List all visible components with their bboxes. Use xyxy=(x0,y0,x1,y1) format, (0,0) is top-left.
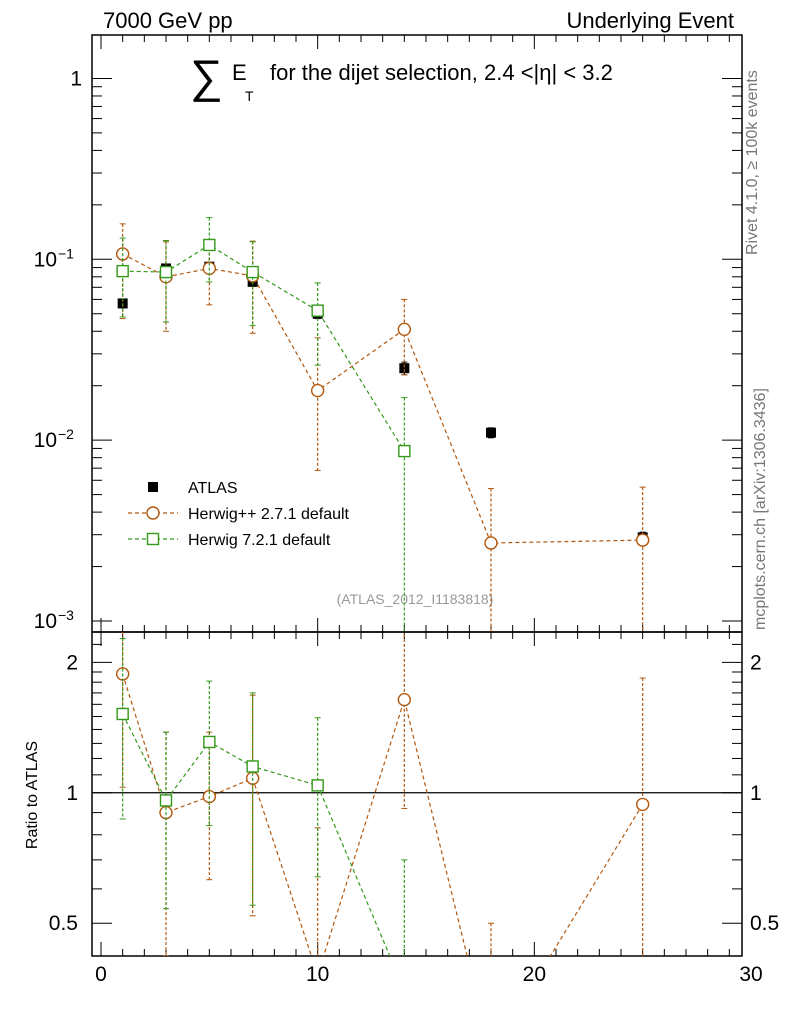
ratio-tick-label: 1 xyxy=(66,782,78,805)
herwigpp-line xyxy=(122,253,643,544)
y-tick-exponent: −1 xyxy=(58,245,74,261)
herwig7-point xyxy=(311,304,324,317)
y-tick-label: 10 xyxy=(34,429,57,452)
herwig7-line xyxy=(122,244,405,452)
herwig7-point xyxy=(398,444,411,458)
ratio-tick-label-right: 1 xyxy=(750,782,762,805)
atlas-point xyxy=(399,363,410,374)
analysis-watermark: (ATLAS_2012_I1183818) xyxy=(337,591,494,607)
herwig7-point xyxy=(246,265,259,279)
legend-label: Herwig++ 2.7.1 default xyxy=(188,506,350,523)
main-plot-area xyxy=(115,217,650,632)
legend: ATLAS Herwig++ 2.7.1 default Herwig 7.2.1 … xyxy=(128,480,350,549)
legend-item: ATLAS xyxy=(148,480,238,497)
y-tick-label: 10 xyxy=(34,248,57,271)
legend-marker xyxy=(146,532,160,546)
herwigpp-point xyxy=(310,383,325,398)
ratio-tick-label: 0.5 xyxy=(49,912,78,935)
herwigpp-ratio-line xyxy=(122,673,644,956)
herwigpp-point xyxy=(484,536,498,550)
header-left: 7000 GeV pp xyxy=(103,8,233,33)
legend-label: Herwig 7.2.1 default xyxy=(188,532,331,549)
herwig7-point xyxy=(203,238,216,252)
legend-item: Herwig 7.2.1 default xyxy=(128,532,331,549)
x-tick-label: 30 xyxy=(739,963,762,986)
legend-label: ATLAS xyxy=(188,480,238,497)
herwig7-ratio-point xyxy=(311,779,324,792)
y-tick-exponent: −2 xyxy=(58,426,74,442)
herwig7-ratio-line xyxy=(122,713,391,956)
x-tick-label: 10 xyxy=(306,963,329,986)
ratio-plot-area xyxy=(115,632,650,996)
ratio-frame xyxy=(91,631,743,957)
herwigpp-point xyxy=(397,322,412,337)
ratio-tick-label-right: 2 xyxy=(750,651,762,674)
atlas-point xyxy=(486,427,496,438)
ratio-tick-label-right: 0.5 xyxy=(750,912,779,935)
title-e-letter: E xyxy=(232,60,247,85)
x-tick-label: 20 xyxy=(523,963,546,986)
herwig7-ratio-point xyxy=(116,707,129,721)
x-tick-label: 0 xyxy=(95,963,107,986)
legend-marker xyxy=(148,482,158,492)
herwig7-point xyxy=(159,265,173,279)
y-tick-exponent: −3 xyxy=(58,607,74,623)
herwig7-ratio-point xyxy=(159,794,173,807)
ratio-tick-label: 2 xyxy=(66,651,78,674)
herwig7-ratio-point xyxy=(399,985,410,996)
y-tick-label: 10 xyxy=(34,610,57,633)
title-sum-symbol: ∑ xyxy=(190,50,223,102)
legend-marker xyxy=(146,506,160,520)
legend-item: Herwig++ 2.7.1 default xyxy=(128,506,350,523)
title-e-subscript: T xyxy=(245,88,254,104)
herwig7-ratio-point xyxy=(203,735,216,749)
herwigpp-ratio-point xyxy=(635,797,650,812)
ratio-axis-label: Ratio to ATLAS xyxy=(24,741,41,849)
header-right: Underlying Event xyxy=(566,8,734,33)
herwig7-point xyxy=(116,264,129,278)
herwig7-ratio-point xyxy=(246,760,259,773)
title-text: for the dijet selection, 2.4 <|η| < 3.2 xyxy=(270,60,613,85)
herwigpp-point xyxy=(635,533,650,547)
y-tick-label: 1 xyxy=(70,67,82,90)
herwigpp-ratio-point xyxy=(397,692,412,707)
